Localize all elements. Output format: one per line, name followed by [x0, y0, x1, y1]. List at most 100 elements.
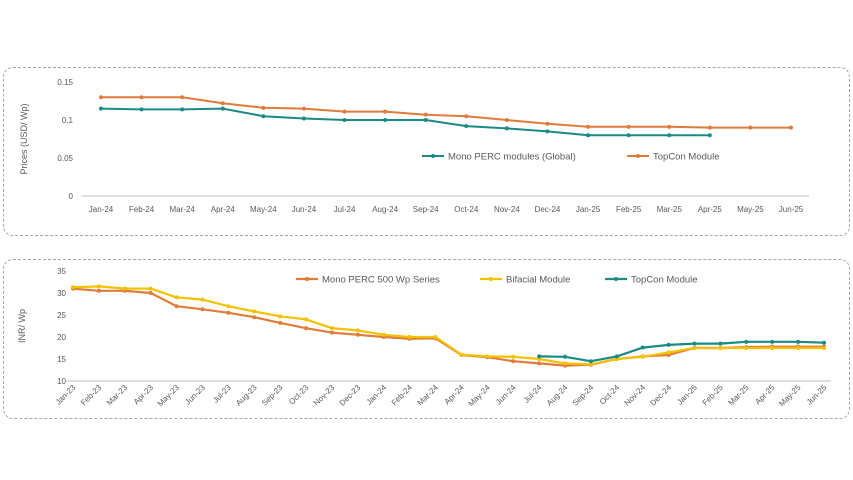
- data-point: [139, 107, 144, 112]
- data-point: [180, 95, 185, 100]
- data-point: [822, 346, 826, 350]
- x-tick-label: Jan-23: [54, 383, 78, 407]
- legend-swatch-marker: [489, 277, 493, 281]
- usd-price-chart: 0 0.05 0.1 0.15 Prices (USD/ Wp) Jan-24 Feb-24…: [19, 78, 809, 214]
- x-tick-label: Mar-24: [416, 383, 441, 408]
- series-line: [539, 340, 825, 363]
- data-point: [200, 307, 205, 312]
- data-point: [96, 288, 101, 293]
- x-tick-label: Jun-24: [494, 383, 518, 407]
- x-tick-label: Feb-25: [616, 205, 642, 214]
- legend-label: Bifacial Module: [506, 275, 570, 286]
- x-tick-label: May-25: [737, 205, 764, 214]
- data-point: [329, 330, 334, 335]
- data-point: [537, 361, 542, 366]
- data-point: [407, 335, 412, 339]
- data-point: [586, 124, 591, 129]
- data-point: [707, 133, 712, 138]
- data-point: [626, 124, 631, 129]
- x-tick-label: Dec-24: [648, 383, 673, 408]
- y-tick-label: 25: [57, 311, 66, 320]
- data-point: [122, 286, 127, 291]
- data-point: [667, 124, 672, 129]
- x-tick-label: May-23: [156, 383, 182, 409]
- data-point: [342, 118, 347, 122]
- x-tick-label: May-24: [467, 383, 493, 409]
- data-point: [640, 354, 645, 359]
- data-point: [586, 133, 591, 138]
- y-tick-label: 20: [57, 333, 66, 342]
- data-point: [220, 106, 225, 111]
- data-point: [692, 341, 697, 346]
- data-point: [667, 133, 672, 138]
- x-tick-label: Jun-23: [183, 383, 207, 407]
- x-tick-label: Mar-25: [657, 205, 683, 214]
- data-point: [614, 354, 619, 359]
- y-tick-label: 35: [57, 267, 66, 276]
- x-tick-label: Nov-24: [623, 383, 648, 408]
- data-point: [252, 309, 257, 314]
- data-point: [71, 285, 75, 290]
- legend-swatch-marker: [636, 154, 640, 158]
- data-point: [545, 121, 550, 126]
- data-point: [464, 124, 469, 129]
- x-tick-label: Jul-24: [522, 383, 544, 405]
- data-point: [485, 354, 490, 359]
- data-point: [770, 346, 775, 350]
- x-tick-label: Oct-24: [454, 205, 479, 214]
- data-point: [770, 339, 775, 344]
- data-point: [588, 362, 593, 367]
- legend-label: TopCon Module: [631, 275, 698, 286]
- data-point: [226, 310, 231, 315]
- data-point: [383, 109, 388, 114]
- x-tick-label: Feb-23: [79, 383, 104, 408]
- x-tick-label: Jun-25: [805, 383, 829, 407]
- x-tick-label: Feb-24: [129, 205, 155, 214]
- y-tick-label: 0.05: [57, 154, 73, 163]
- x-tick-label: May-24: [250, 205, 277, 214]
- x-tick-label: Dec-23: [338, 383, 363, 408]
- data-point: [355, 328, 360, 333]
- data-point: [304, 326, 309, 331]
- data-point: [200, 297, 205, 302]
- data-point: [278, 320, 283, 325]
- x-tick-label: Apr-24: [443, 383, 467, 407]
- data-point: [96, 284, 101, 289]
- y-axis-label: INR/ Wp: [17, 309, 27, 343]
- y-tick-label: 10: [57, 377, 66, 386]
- x-tick-label: Mar-23: [105, 383, 130, 408]
- x-tick-label: Aug-24: [545, 383, 570, 408]
- data-point: [796, 346, 801, 350]
- x-tick-label: Oct-24: [598, 383, 622, 407]
- x-tick-label: Aug-24: [372, 205, 398, 214]
- data-point: [666, 350, 671, 355]
- data-point: [423, 112, 428, 117]
- data-point: [99, 106, 103, 111]
- data-point: [381, 332, 386, 337]
- data-point: [822, 340, 826, 345]
- data-point: [588, 359, 593, 364]
- x-tick-label: Sep-24: [571, 383, 596, 408]
- data-point: [148, 286, 153, 291]
- x-tick-label: May-25: [777, 383, 803, 409]
- data-point: [355, 332, 360, 337]
- x-tick-label: Apr-25: [698, 205, 723, 214]
- data-point: [139, 95, 144, 100]
- x-tick-label: Apr-24: [211, 205, 236, 214]
- data-point: [301, 116, 306, 121]
- x-tick-label: Jun-25: [779, 205, 804, 214]
- data-point: [504, 126, 509, 131]
- data-point: [563, 354, 568, 359]
- data-point: [329, 326, 334, 331]
- x-tick-label: Sep-24: [413, 205, 439, 214]
- data-point: [504, 118, 509, 122]
- x-tick-label: Aug-23: [234, 383, 259, 408]
- y-axis-label: Prices (USD/ Wp): [19, 103, 29, 174]
- series-line: [72, 285, 824, 366]
- data-point: [383, 118, 388, 122]
- inr-price-chart-panel: 10 15 20 25 30 35 INR/ Wp Jan-23 Feb-23 Mar-23 Apr…: [3, 259, 850, 419]
- data-point: [301, 106, 306, 111]
- data-point: [342, 109, 347, 114]
- data-point: [666, 342, 671, 347]
- data-point: [180, 107, 185, 112]
